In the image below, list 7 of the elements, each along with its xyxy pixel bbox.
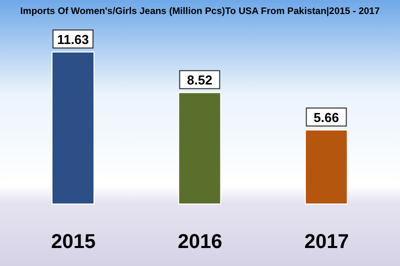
x-tick-label: 2015 xyxy=(51,231,96,254)
x-tick-label: 2016 xyxy=(178,231,222,254)
chart-title: Imports Of Women's/Girls Jeans (Million Pcs)To USA From Pakistan|2015 - 2017 xyxy=(19,6,381,17)
data-label: 8.52 xyxy=(187,72,212,88)
data-label: 11.63 xyxy=(57,32,89,47)
data-label: 5.66 xyxy=(314,110,339,126)
x-tick-label: 2017 xyxy=(304,231,349,254)
